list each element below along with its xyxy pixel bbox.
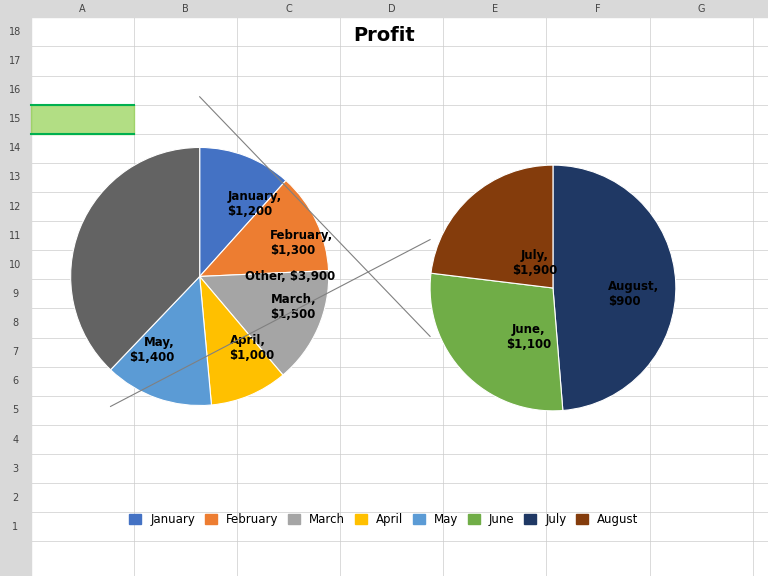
Text: 7: 7 (12, 347, 18, 357)
Wedge shape (431, 165, 553, 288)
Wedge shape (430, 273, 563, 411)
Wedge shape (200, 271, 329, 375)
Text: C: C (285, 3, 292, 14)
Text: 11: 11 (9, 230, 22, 241)
Text: 1: 1 (12, 522, 18, 532)
Wedge shape (553, 165, 676, 411)
Text: 4: 4 (12, 434, 18, 445)
Wedge shape (200, 180, 329, 276)
Text: 2: 2 (12, 492, 18, 503)
Text: 9: 9 (12, 289, 18, 299)
Text: May,
$1,400: May, $1,400 (129, 336, 174, 363)
Text: March,
$1,500: March, $1,500 (270, 293, 316, 321)
Text: July,
$1,900: July, $1,900 (511, 249, 558, 278)
Wedge shape (200, 147, 286, 276)
Text: 16: 16 (9, 85, 22, 95)
Text: G: G (697, 3, 705, 14)
Text: A: A (79, 3, 85, 14)
Text: April,
$1,000: April, $1,000 (230, 334, 275, 362)
Text: B: B (182, 3, 189, 14)
Wedge shape (111, 276, 211, 406)
Text: 13: 13 (9, 172, 22, 183)
Text: January,
$1,200: January, $1,200 (227, 190, 282, 218)
Text: E: E (492, 3, 498, 14)
Text: 3: 3 (12, 464, 18, 473)
Wedge shape (71, 147, 200, 370)
Text: 12: 12 (9, 202, 22, 211)
Text: 6: 6 (12, 376, 18, 386)
Text: Other, $3,900: Other, $3,900 (245, 270, 335, 283)
Text: 10: 10 (9, 260, 22, 270)
Text: June,
$1,100: June, $1,100 (506, 323, 551, 351)
Text: F: F (595, 3, 601, 14)
Text: 14: 14 (9, 143, 22, 153)
Text: February,
$1,300: February, $1,300 (270, 229, 333, 257)
Text: 5: 5 (12, 406, 18, 415)
Legend: January, February, March, April, May, June, July, August: January, February, March, April, May, Ju… (126, 510, 642, 530)
Text: 15: 15 (9, 114, 22, 124)
Text: 18: 18 (9, 27, 22, 37)
Text: D: D (388, 3, 396, 14)
Text: 8: 8 (12, 318, 18, 328)
Text: August,
$900: August, $900 (608, 280, 660, 308)
Wedge shape (200, 276, 283, 405)
Text: Profit: Profit (353, 26, 415, 45)
Text: 17: 17 (9, 56, 22, 66)
